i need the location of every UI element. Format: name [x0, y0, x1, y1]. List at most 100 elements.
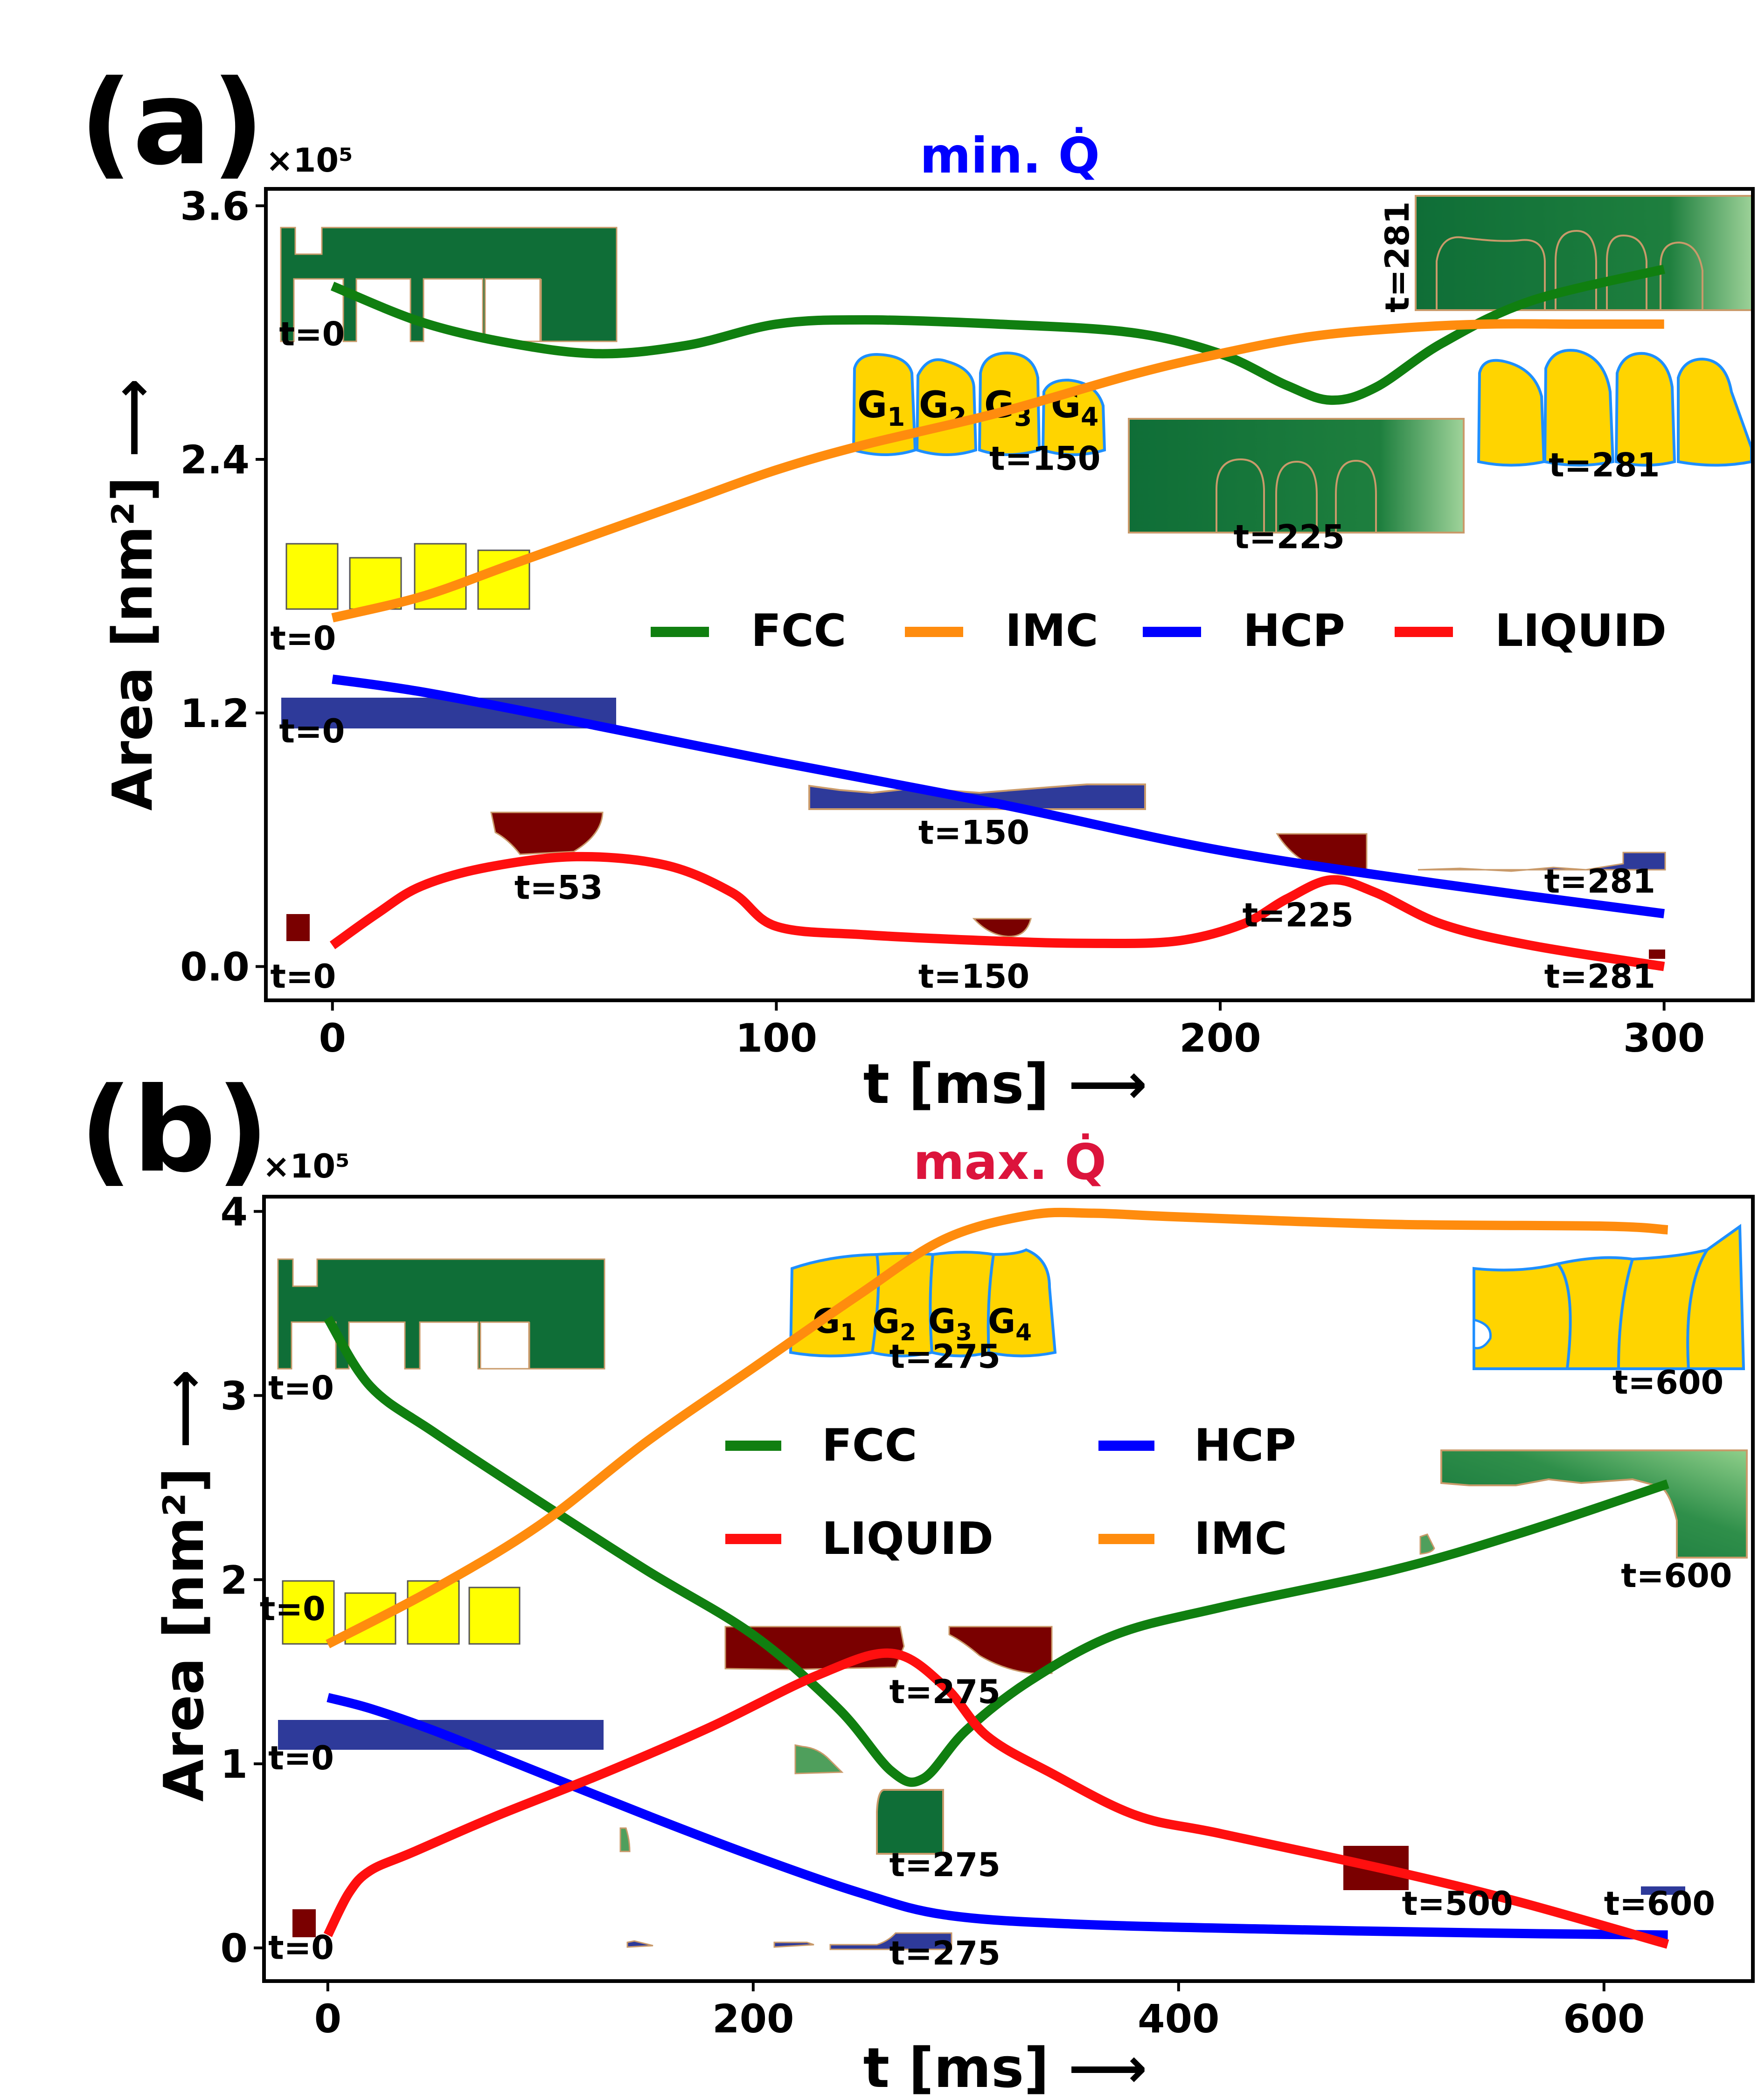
- panel-a-y-multiplier: ×10⁵: [266, 141, 353, 180]
- inset-liquid-t0: [286, 914, 310, 941]
- panel-a-insets: G1 G2 G3 G4 t=281: [280, 195, 1755, 959]
- time-annotation-b: t=275: [889, 1846, 1001, 1884]
- time-annotation-b: t=600: [1604, 1885, 1715, 1923]
- y-tick-label-b: 2: [221, 1557, 248, 1603]
- time-annotation-b: t=0: [268, 1739, 334, 1777]
- inset-t281-rotated-label: t=281: [1378, 201, 1417, 312]
- y-tick-label-b: 4: [221, 1189, 248, 1235]
- time-annotation-a: t=0: [271, 957, 336, 996]
- panel-b: (b) ×10⁵ max. Q̇ G1 G2 G: [79, 1062, 1755, 2100]
- inset-fcc-t275-bottom: [876, 1789, 944, 1855]
- series-imc-line-b: [326, 1207, 1668, 1649]
- panel-a: (a) ×10⁵ min. Q̇ G1: [79, 55, 1755, 1116]
- panel-b-y-multiplier: ×10⁵: [263, 1147, 350, 1185]
- panel-b-title: max. Q̇: [913, 1133, 1106, 1191]
- x-tick-label-a: 300: [1623, 1015, 1705, 1061]
- time-annotation-a: t=225: [1234, 518, 1345, 556]
- time-annotation-b: t=500: [1402, 1885, 1513, 1923]
- legend-a-imc-label: IMC: [1005, 605, 1098, 657]
- time-annotation-b: t=0: [268, 1369, 334, 1407]
- inset-fcc-t225: [1128, 418, 1465, 534]
- inset-fcc-t0-gap: [484, 278, 541, 342]
- panel-b-plot-frame: [262, 1195, 1755, 1983]
- series-liquid-line-a: [329, 852, 1665, 971]
- time-annotation-a: t=281: [1549, 446, 1660, 484]
- inset-hcp-t275: [626, 1932, 952, 1950]
- legend-b-hcp-label: HCP: [1194, 1420, 1296, 1471]
- series-hcp-line-a: [332, 674, 1665, 919]
- series-liquid-line-b: [323, 1648, 1669, 1949]
- time-annotation-a: t=53: [514, 869, 603, 907]
- legend-b-imc-label: IMC: [1194, 1513, 1287, 1565]
- time-annotation-a: t=281: [1544, 957, 1655, 996]
- time-annotation-a: t=150: [989, 440, 1100, 478]
- panel-a-title: min. Q̇: [920, 127, 1100, 184]
- y-tick-label-a: 2.4: [180, 437, 250, 483]
- time-annotation-a: t=0: [279, 712, 345, 750]
- time-annotation-a: t=150: [918, 957, 1029, 996]
- panel-b-y-axis-label: Area [nm²] ⟶: [152, 1369, 216, 1802]
- x-tick-label-a: 100: [736, 1015, 817, 1061]
- y-tick-label-b: 0: [221, 1926, 248, 1971]
- y-tick-label-a: 1.2: [180, 691, 250, 736]
- time-annotation-b: t=600: [1621, 1557, 1732, 1595]
- time-annotation-b: t=275: [889, 1338, 1001, 1376]
- legend-a-fcc-label: FCC: [751, 605, 846, 657]
- time-annotation-a: t=281: [1544, 862, 1655, 901]
- y-tick-label-b: 1: [221, 1741, 248, 1787]
- x-tick-label-a: 200: [1179, 1015, 1261, 1061]
- inset-fcc-t281: [1415, 195, 1755, 311]
- y-tick-label-a: 0.0: [180, 944, 250, 990]
- panel-a-plot-frame: [264, 187, 1755, 1002]
- panel-label-b: (b): [79, 1062, 269, 1198]
- series-hcp-line-b: [327, 1693, 1668, 1940]
- panel-b-x-axis-label: t [ms] ⟶: [863, 2036, 1147, 2100]
- panel-a-ticks: 0 100 200 300 0.0 1.2 2.4 3.6: [180, 183, 1705, 1061]
- inset-liquid-t275-right: [948, 1626, 1053, 1674]
- panel-a-series: [329, 264, 1666, 971]
- inset-imc-t600: [1473, 1224, 1745, 1370]
- time-annotation-b: t=275: [889, 1673, 1001, 1711]
- panel-a-x-axis-label: t [ms] ⟶: [863, 1052, 1147, 1116]
- time-annotation-b: t=0: [260, 1590, 326, 1628]
- series-imc-line-a: [331, 319, 1664, 623]
- time-annotation-a: t=225: [1243, 896, 1354, 934]
- panel-b-insets: G1 G2 G3 G4: [277, 1224, 1748, 1950]
- series-fcc-line-a: [330, 264, 1666, 405]
- x-tick-label-b: 200: [712, 1996, 794, 2042]
- panel-label-a: (a): [79, 55, 264, 191]
- panel-b-series: [323, 1207, 1669, 1949]
- y-tick-label-b: 3: [221, 1373, 248, 1419]
- x-tick-label-a: 0: [319, 1015, 346, 1061]
- inset-liquid-t0-b: [292, 1909, 316, 1937]
- inset-imc-t600-notch: [1473, 1318, 1492, 1350]
- y-tick-label-a: 3.6: [180, 183, 250, 229]
- inset-fcc-t275-small: [794, 1744, 844, 1774]
- x-tick-label-b: 0: [314, 1996, 341, 2042]
- series-fcc-line-b: [324, 1316, 1669, 1787]
- inset-liquid-t53: [490, 811, 604, 855]
- legend-b-fcc-label: FCC: [822, 1420, 917, 1471]
- inset-imc-t281: [1477, 349, 1753, 467]
- legend-b-liquid-label: LIQUID: [822, 1513, 994, 1565]
- panel-a-annotations: t=0 t=0 t=0 t=0 t=53 t=150 t=150 t=150 t=225 t=22…: [271, 315, 1660, 996]
- inset-fcc-t0-b-gap: [479, 1321, 530, 1370]
- panel-a-y-axis-label: Area [nm²] ⟶: [100, 378, 165, 811]
- legend-a-hcp-label: HCP: [1243, 605, 1345, 657]
- time-annotation-b: t=275: [889, 1934, 1001, 1972]
- panel-b-ticks: 0 200 400 600 0 1 2 3 4: [221, 1189, 1645, 2042]
- time-annotation-a: t=150: [918, 814, 1029, 852]
- inset-fcc-t600-right: [1440, 1449, 1748, 1559]
- time-annotation-b: t=600: [1612, 1363, 1723, 1401]
- panel-b-annotations: t=0 t=0 t=0 t=0 t=275 t=275 t=275 t=275 t=500 t=6…: [260, 1338, 1732, 1972]
- legend-a-liquid-label: LIQUID: [1495, 605, 1667, 657]
- panel-a-legend: FCC IMC HCP LIQUID: [651, 605, 1667, 657]
- inset-liquid-t281: [1649, 950, 1665, 959]
- inset-fcc-t275-sliver: [619, 1827, 631, 1852]
- x-tick-label-b: 600: [1563, 1996, 1645, 2042]
- panel-b-legend: FCC HCP LIQUID IMC: [725, 1420, 1296, 1565]
- inset-hcp-t281: [1418, 852, 1666, 872]
- inset-hcp-t0: [281, 698, 616, 728]
- inset-liquid-t150: [972, 918, 1032, 937]
